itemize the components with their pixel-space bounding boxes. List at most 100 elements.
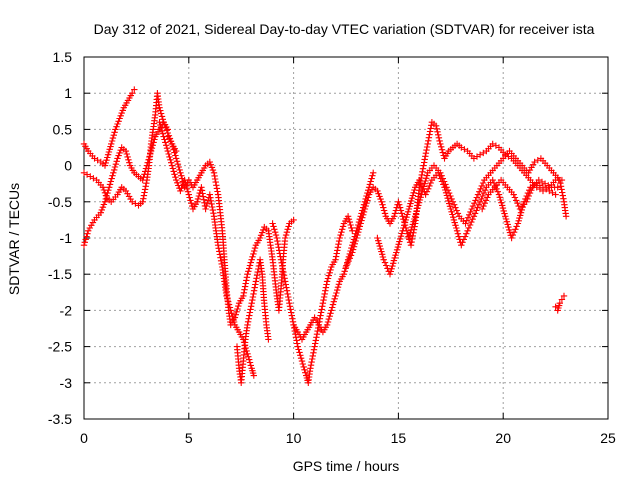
- data-point: [402, 216, 409, 224]
- data-point: [516, 214, 523, 222]
- data-point: [308, 358, 315, 366]
- data-point: [446, 203, 454, 210]
- data-point: [422, 153, 429, 160]
- data-point: [287, 306, 294, 313]
- data-point: [118, 109, 125, 117]
- data-point: [445, 189, 453, 197]
- data-point: [194, 198, 201, 205]
- data-point: [157, 107, 164, 114]
- data-point: [300, 363, 307, 371]
- data-point: [243, 274, 251, 281]
- data-point: [369, 172, 376, 179]
- data-point: [556, 300, 563, 307]
- data-point: [140, 174, 147, 181]
- data-point: [198, 184, 205, 191]
- data-point: [463, 217, 470, 224]
- data-point: [477, 185, 484, 192]
- y-tick-label: -0.5: [48, 194, 72, 210]
- data-point: [301, 366, 308, 373]
- data-point: [494, 188, 501, 195]
- data-point: [470, 213, 478, 220]
- data-point: [168, 140, 176, 148]
- data-point: [111, 166, 118, 174]
- data-point: [418, 171, 425, 179]
- data-point: [419, 165, 427, 172]
- data-point: [482, 197, 490, 204]
- data-point: [345, 216, 353, 223]
- data-point: [438, 146, 446, 153]
- data-point: [250, 372, 257, 379]
- data-point: [408, 223, 416, 231]
- data-point: [323, 278, 331, 285]
- data-point: [186, 194, 193, 201]
- y-tick-label: 0.5: [53, 121, 73, 137]
- data-point: [422, 177, 429, 185]
- data-point: [111, 163, 119, 171]
- data-point: [484, 194, 491, 201]
- data-point: [165, 150, 172, 158]
- data-point: [387, 268, 394, 275]
- data-point: [144, 159, 151, 166]
- data-point: [113, 123, 120, 130]
- data-point: [200, 196, 207, 203]
- data-point: [250, 287, 258, 294]
- data-point: [413, 207, 420, 215]
- data-point: [250, 250, 257, 258]
- data-point: [432, 122, 440, 129]
- data-point: [276, 250, 283, 257]
- data-point: [143, 162, 151, 169]
- data-point: [167, 156, 174, 163]
- x-tick-label: 25: [600, 430, 616, 446]
- data-point: [285, 223, 292, 230]
- data-point: [106, 146, 113, 153]
- data-point: [475, 201, 483, 208]
- data-point: [433, 125, 440, 132]
- data-point: [560, 292, 568, 300]
- data-point: [341, 268, 348, 275]
- data-point: [100, 201, 108, 208]
- data-point: [381, 259, 389, 266]
- data-point: [453, 227, 461, 234]
- data-point: [453, 207, 460, 214]
- data-point: [407, 229, 414, 236]
- data-point: [170, 168, 177, 175]
- chart-title: Day 312 of 2021, Sidereal Day-to-day VTE…: [94, 21, 595, 37]
- data-point: [469, 202, 477, 210]
- data-point: [214, 188, 221, 195]
- data-point: [423, 175, 430, 182]
- data-point: [256, 234, 264, 242]
- data-point: [168, 162, 176, 169]
- data-point: [339, 223, 347, 230]
- data-point: [108, 137, 116, 145]
- data-point: [342, 263, 350, 271]
- data-point: [505, 223, 512, 231]
- data-point: [107, 143, 114, 150]
- data-point: [401, 222, 408, 229]
- data-point: [496, 194, 503, 201]
- data-point: [473, 194, 480, 201]
- data-point: [482, 187, 489, 194]
- data-point: [358, 217, 365, 224]
- data-point: [366, 181, 374, 188]
- data-point: [286, 303, 294, 310]
- x-tick-label: 15: [391, 430, 407, 446]
- data-point: [334, 247, 341, 254]
- data-point: [410, 218, 417, 225]
- data-point: [396, 204, 404, 211]
- data-point: [276, 247, 283, 254]
- data-point: [356, 223, 363, 230]
- data-point: [312, 337, 319, 344]
- data-point: [210, 169, 218, 176]
- data-point: [469, 216, 476, 223]
- data-point: [170, 146, 177, 153]
- data-point: [348, 224, 355, 232]
- data-point: [244, 271, 251, 278]
- data-point: [401, 219, 409, 226]
- data-point: [465, 224, 472, 232]
- data-point: [479, 205, 486, 213]
- data-point: [437, 169, 444, 176]
- data-point: [241, 283, 249, 290]
- data-point: [97, 209, 104, 216]
- data-point: [421, 180, 428, 187]
- data-point: [427, 125, 434, 132]
